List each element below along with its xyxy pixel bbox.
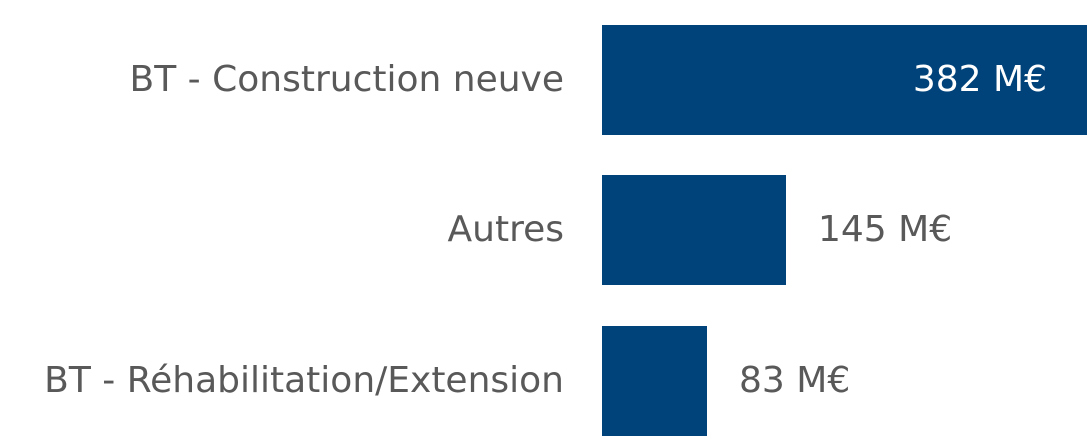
value-label: 83 M€ [739,360,851,401]
bar-chart: BT - Construction neuve 382 M€ Autres 145 M… [44,25,1087,436]
bar [602,175,786,285]
category-label: BT - Construction neuve [129,59,564,100]
bar [602,25,1087,135]
value-label: 145 M€ [818,209,953,250]
bar [602,326,707,436]
value-label: 382 M€ [912,59,1047,100]
category-label: BT - Réhabilitation/Extension [44,360,564,401]
category-label: Autres [447,209,564,250]
